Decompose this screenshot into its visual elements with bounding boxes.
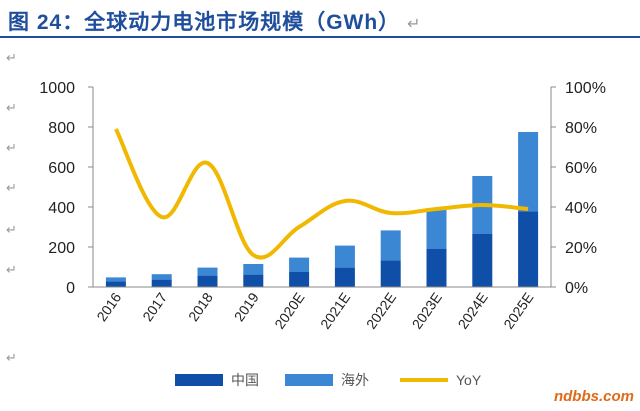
y-right-tick-label: 60%: [565, 160, 597, 177]
return-mark: ↵: [407, 16, 422, 33]
y-right-tick-label: 40%: [565, 200, 597, 217]
x-tick-label: 2017: [139, 289, 170, 324]
paragraph-mark: ↵: [6, 50, 17, 65]
bar-china-2024E: [472, 234, 493, 287]
x-tick-label: 2019: [231, 289, 262, 324]
paragraph-mark: ↵: [6, 180, 17, 195]
chart-title: 图 24：全球动力电池市场规模（GWh） ↵: [8, 6, 421, 36]
x-tick-label: 2025E: [500, 290, 536, 332]
bar-china-2023E: [426, 249, 447, 287]
bar-china-2025E: [518, 211, 539, 287]
bar-overseas-2023E: [426, 210, 447, 249]
bar-china-2022E: [380, 260, 401, 287]
x-tick-label: 2024E: [454, 290, 490, 332]
bar-overseas-2025E: [518, 132, 539, 212]
y-right-tick-label: 80%: [565, 120, 597, 137]
paragraph-mark: ↵: [6, 262, 17, 277]
paragraph-mark: ↵: [6, 350, 17, 365]
legend-label-1: 海外: [341, 372, 369, 388]
bar-overseas-2022E: [380, 230, 401, 261]
legend-label-0: 中国: [231, 372, 259, 388]
y-right-tick-label: 100%: [565, 80, 606, 97]
bar-china-2019: [243, 274, 264, 287]
bar-layer: [105, 132, 539, 287]
paragraph-mark: ↵: [6, 140, 17, 155]
paragraph-mark: ↵: [6, 222, 17, 237]
bar-overseas-2017: [151, 274, 172, 280]
bar-overseas-2021E: [334, 245, 355, 268]
bar-overseas-2016: [105, 277, 126, 282]
y-left-tick-label: 200: [48, 240, 75, 257]
yoy-line: [114, 128, 529, 260]
bar-overseas-2020E: [289, 257, 310, 272]
y-left-tick-label: 1000: [39, 80, 75, 97]
bar-overseas-2019: [243, 264, 264, 275]
line-layer: [114, 128, 529, 260]
y-right-tick-label: 20%: [565, 240, 597, 257]
bar-china-2017: [151, 279, 172, 287]
y-left-tick-label: 600: [48, 160, 75, 177]
bar-overseas-2018: [197, 267, 218, 276]
paragraph-mark: ↵: [6, 100, 17, 115]
y-left-tick-label: 800: [48, 120, 75, 137]
bar-china-2016: [105, 281, 126, 287]
x-tick-label: 2016: [93, 289, 124, 324]
title-bar: 图 24：全球动力电池市场规模（GWh） ↵: [0, 0, 640, 38]
legend-swatch-1: [285, 374, 333, 386]
x-tick-label: 2018: [185, 289, 216, 324]
y-right-tick-label: 0%: [565, 280, 588, 297]
watermark: ndbbs.com: [553, 388, 634, 405]
x-tick-label: 2021E: [317, 290, 353, 332]
legend-swatch-0: [175, 374, 223, 386]
bar-china-2021E: [334, 267, 355, 287]
y-left-tick-label: 0: [66, 280, 75, 297]
x-tick-label: 2022E: [363, 290, 399, 332]
x-tick-label: 2020E: [271, 290, 307, 332]
legend-label-2: YoY: [456, 372, 482, 388]
y-left-tick-label: 400: [48, 200, 75, 217]
bar-china-2020E: [289, 272, 310, 287]
x-tick-label: 2023E: [409, 290, 445, 332]
legend: 中国 海外 YoY: [175, 372, 482, 388]
bar-china-2018: [197, 275, 218, 287]
chart-title-text: 图 24：全球动力电池市场规模（GWh）: [8, 11, 401, 34]
